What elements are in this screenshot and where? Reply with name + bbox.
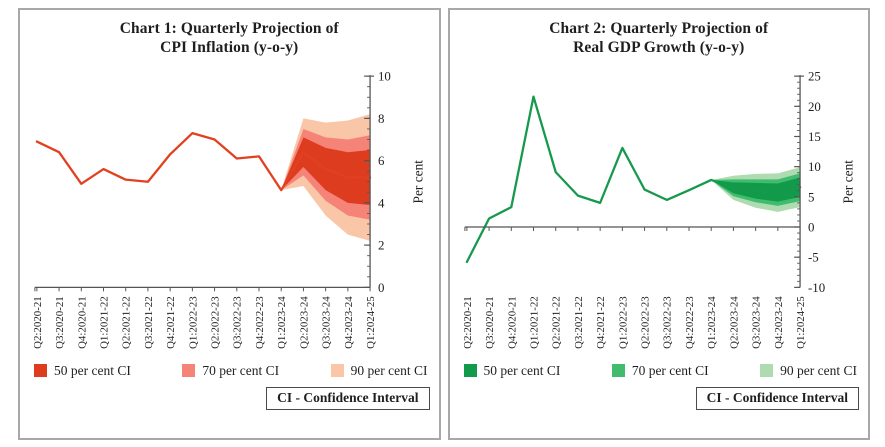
y-tick-label: 6 bbox=[378, 154, 385, 168]
x-tick-label: Q2:2021-22 bbox=[550, 296, 562, 349]
chart1-title-line1: Chart 1: Quarterly Projection of bbox=[119, 20, 339, 37]
chart2-title-line1: Chart 2: Quarterly Projection of bbox=[549, 20, 769, 37]
ci-50-swatch bbox=[463, 364, 477, 378]
series-line bbox=[35, 131, 372, 192]
legend-item-90ci: 90 per cent CI bbox=[330, 362, 428, 379]
x-tick-label: Q3:2021-22 bbox=[572, 296, 584, 349]
y-tick-label: 10 bbox=[378, 69, 391, 83]
chart1-legend: 50 per cent CI 70 per cent CI 90 per cen… bbox=[21, 363, 438, 379]
ci-definition-box: CI - Confidence Interval bbox=[695, 386, 859, 410]
y-tick-label: 4 bbox=[378, 196, 385, 210]
gdp-fan-chart: -10 -5 0 5 10 15 20 25 Per cent Q2:2020-21 Q3:2020… bbox=[461, 69, 855, 349]
x-tick-label: Q4:2020-21 bbox=[76, 296, 88, 349]
x-tick-label: Q1:2024-25 bbox=[795, 296, 807, 349]
legend-item-50ci: 50 per cent CI bbox=[463, 362, 561, 379]
legend-item-50ci: 50 per cent CI bbox=[34, 363, 131, 379]
chart2-title: Chart 2: Quarterly Projection of Real GD… bbox=[451, 20, 868, 58]
y-tick-label: -10 bbox=[808, 281, 825, 295]
chart2-title-line2: Real GDP Growth (y-o-y) bbox=[573, 38, 745, 56]
chart1-title-line2: CPI Inflation (y-o-y) bbox=[160, 38, 299, 56]
chart2-legend: 50 per cent CI 70 per cent CI 90 per cen… bbox=[451, 363, 868, 379]
x-tick-label: Q3:2020-21 bbox=[484, 296, 496, 349]
x-tick-label: Q2:2022-23 bbox=[639, 296, 651, 349]
x-tick-label: Q2:2023-24 bbox=[298, 296, 310, 349]
y-axis-title: Per cent bbox=[411, 160, 426, 204]
ci-50-swatch bbox=[34, 364, 47, 378]
x-tick-label: Q4:2021-22 bbox=[595, 296, 607, 349]
ci-70-label: 70 per cent CI bbox=[631, 362, 709, 378]
x-tick-label: Q4:2023-24 bbox=[343, 296, 355, 349]
y-tick-label: -5 bbox=[808, 250, 819, 264]
x-tick-label: Q2:2021-22 bbox=[121, 296, 133, 349]
x-tick-label: Q3:2021-22 bbox=[143, 296, 155, 349]
ci-70-label: 70 per cent CI bbox=[202, 362, 280, 378]
ci-90-label: 90 per cent CI bbox=[350, 362, 428, 378]
y-tick-label: 10 bbox=[808, 160, 821, 174]
x-tick-label: Q3:2020-21 bbox=[54, 296, 66, 349]
fan-band-50 bbox=[710, 177, 800, 202]
x-tick-label: Q4:2023-24 bbox=[772, 296, 784, 349]
legend-item-70ci: 70 per cent CI bbox=[182, 363, 279, 379]
x-tick-label: Q2:2020-21 bbox=[32, 296, 44, 349]
x-tick-label: Q2:2020-21 bbox=[461, 296, 473, 349]
x-tick-label: Q1:2023-24 bbox=[706, 296, 718, 349]
y-tick-label: 5 bbox=[808, 190, 814, 204]
x-tick-label: Q3:2023-24 bbox=[321, 296, 333, 349]
chart1-title: Chart 1: Quarterly Projection of CPI Inf… bbox=[21, 20, 438, 58]
x-tick-label: Q2:2023-24 bbox=[728, 296, 740, 349]
x-tick-label: Q1:2024-25 bbox=[365, 296, 377, 349]
y-tick-label: 0 bbox=[808, 220, 814, 234]
ci-90-swatch bbox=[330, 364, 344, 378]
y-tick-label: 25 bbox=[808, 69, 821, 83]
ci-90-swatch bbox=[760, 364, 774, 378]
x-tick-label: Q3:2022-23 bbox=[661, 296, 673, 349]
ci-70-swatch bbox=[611, 364, 625, 378]
chart1-footnote-row: CI - Confidence Interval bbox=[21, 386, 438, 410]
y-tick-label: 20 bbox=[808, 100, 821, 114]
x-tick-label: Q1:2023-24 bbox=[276, 296, 288, 349]
x-tick-label: Q4:2020-21 bbox=[506, 296, 518, 349]
legend-item-90ci: 90 per cent CI bbox=[760, 363, 857, 379]
panel-cpi-inflation: Chart 1: Quarterly Projection of CPI Inf… bbox=[18, 8, 441, 440]
ci-definition-box: CI - Confidence Interval bbox=[266, 386, 430, 410]
x-tick-label: Q4:2022-23 bbox=[254, 296, 266, 349]
x-tick-label: Q3:2022-23 bbox=[232, 296, 244, 349]
series-line bbox=[465, 95, 801, 263]
ci-50-label: 50 per cent CI bbox=[483, 362, 561, 378]
x-tick-label: Q1:2021-22 bbox=[528, 296, 540, 349]
panel-gdp-growth: Chart 2: Quarterly Projection of Real GD… bbox=[447, 8, 870, 440]
y-tick-label: 8 bbox=[378, 112, 384, 126]
ci-70-swatch bbox=[182, 364, 196, 378]
y-axis-title: Per cent bbox=[840, 160, 855, 204]
x-tick-label: Q1:2021-22 bbox=[98, 296, 110, 349]
x-tick-label: Q3:2023-24 bbox=[750, 296, 762, 349]
x-tick-label: Q1:2022-23 bbox=[187, 296, 199, 349]
y-tick-label: 2 bbox=[378, 238, 384, 252]
ci-50-label: 50 per cent CI bbox=[54, 362, 131, 378]
legend-item-70ci: 70 per cent CI bbox=[611, 362, 709, 379]
ci-90-label: 90 per cent CI bbox=[780, 362, 857, 378]
y-tick-label: 0 bbox=[378, 281, 384, 295]
x-tick-label: Q4:2022-23 bbox=[683, 296, 695, 349]
x-tick-label: Q2:2022-23 bbox=[210, 296, 222, 349]
y-tick-label: 15 bbox=[808, 130, 821, 144]
x-tick-label: Q1:2022-23 bbox=[617, 296, 629, 349]
chart2-footnote-row: CI - Confidence Interval bbox=[451, 386, 868, 410]
cpi-fan-chart: 0 2 4 6 8 10 Per cent Q2:2020-21 Q3:2020-21 Q4:20… bbox=[32, 69, 426, 349]
x-tick-label: Q4:2021-22 bbox=[165, 296, 177, 349]
